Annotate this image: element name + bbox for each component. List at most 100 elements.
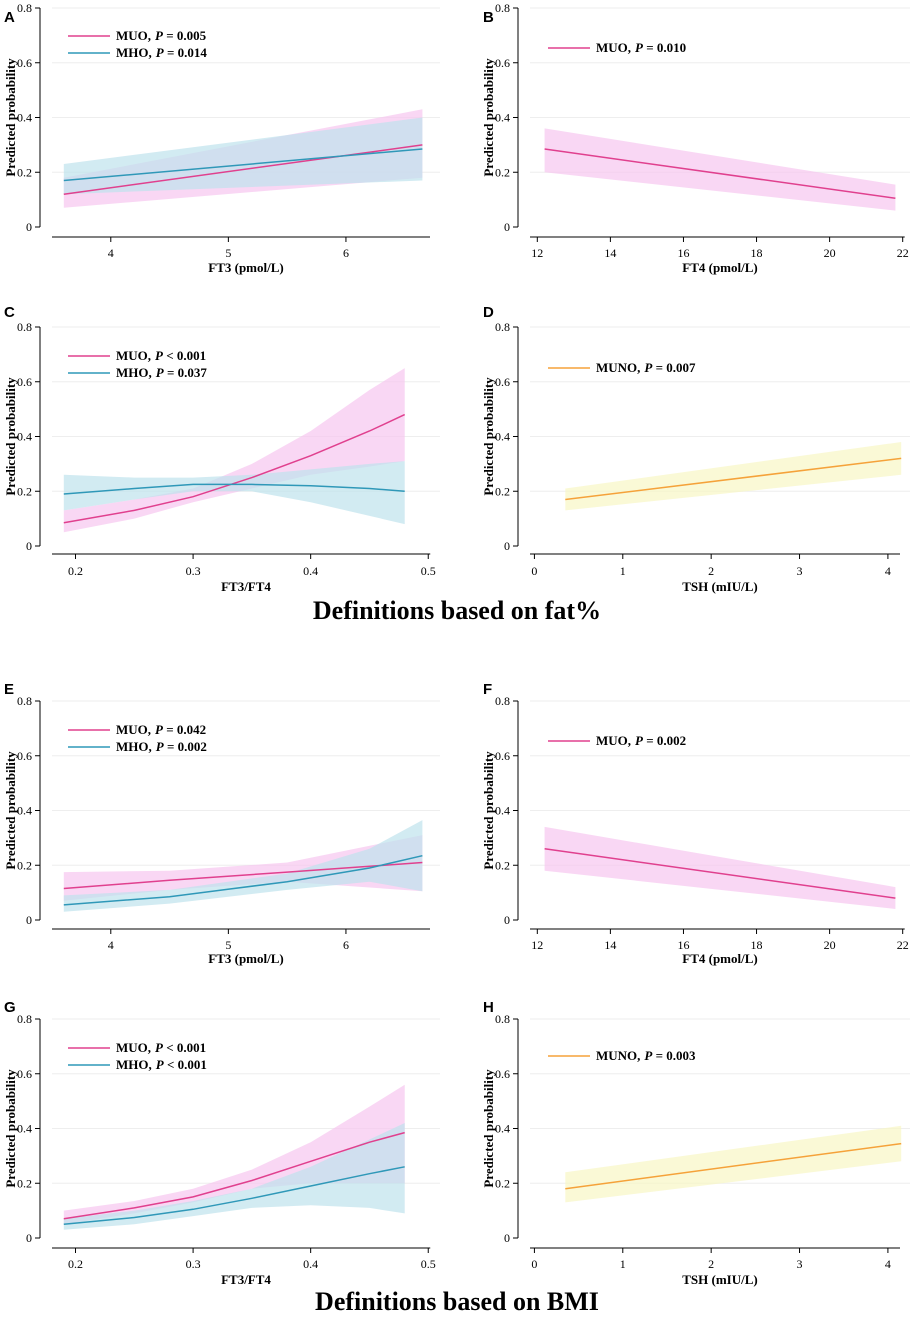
legend-p-symbol: P	[155, 348, 164, 363]
section-title-fat: Definitions based on fat%	[312, 596, 602, 625]
y-tick-label: 0	[26, 913, 32, 927]
y-tick-label: 0.2	[495, 1176, 510, 1190]
legend-p-value: = 0.010	[643, 40, 686, 55]
y-tick-label: 0.8	[17, 1012, 32, 1026]
legend-p-value: = 0.003	[652, 1048, 696, 1063]
y-tick-label: 0.2	[17, 858, 32, 872]
x-tick-label: 20	[824, 938, 836, 952]
legend-p-value: = 0.014	[164, 45, 208, 60]
legend-label: MHO, P < 0.001	[116, 1057, 207, 1072]
y-tick-label: 0.8	[495, 320, 510, 334]
legend-group: MHO,	[116, 365, 152, 380]
x-axis-label: TSH (mIU/L)	[682, 579, 757, 594]
x-tick-label: 4	[885, 1257, 891, 1271]
x-axis-label: FT3/FT4	[221, 579, 271, 594]
x-axis-label: FT3/FT4	[221, 1272, 271, 1287]
y-tick-label: 0.2	[17, 484, 32, 498]
x-axis-label: TSH (mIU/L)	[682, 1272, 757, 1287]
panel-e: E 0 0.2 0.4 0.6 0.8 Predicted probability 4 5 6 FT…	[3, 681, 440, 966]
x-axis-label: FT3 (pmol/L)	[208, 260, 283, 275]
panel-letter: D	[483, 304, 494, 321]
legend-group: MUO,	[596, 40, 631, 55]
legend-label: MHO, P = 0.037	[116, 365, 207, 380]
x-tick-label: 0	[531, 1257, 537, 1271]
legend-p-symbol: P	[635, 40, 644, 55]
y-tick-label: 0.8	[495, 1, 510, 15]
series-line-mho	[63, 854, 423, 906]
legend-group: MUO,	[116, 28, 151, 43]
legend-p-symbol: P	[644, 360, 653, 375]
panel-b: B 0 0.2 0.4 0.6 0.8 Predicted probability 12 14 1…	[481, 1, 910, 275]
y-tick-label: 0.6	[17, 56, 32, 70]
confidence-band-muno	[565, 442, 902, 511]
y-tick-label: 0.4	[17, 111, 32, 125]
x-tick-label: 6	[343, 246, 349, 260]
legend-group: MHO,	[116, 45, 152, 60]
series-line-muno	[565, 1142, 902, 1190]
y-tick-label: 0.2	[495, 484, 510, 498]
x-tick-label: 16	[677, 938, 689, 952]
legend-label: MUO, P = 0.002	[596, 733, 686, 748]
x-tick-label: 2	[708, 564, 714, 578]
panel-a: A 0 0.2 0.4 0.6 0.8 Predicted probability 4 5 6 FT…	[3, 1, 440, 275]
legend-p-value: = 0.007	[652, 360, 696, 375]
y-tick-label: 0.2	[17, 1176, 32, 1190]
y-tick-label: 0.8	[495, 694, 510, 708]
section-title-bmi: Definitions based on BMI	[315, 1287, 599, 1316]
y-tick-label: 0.6	[17, 1067, 32, 1081]
legend-p-value: = 0.002	[164, 739, 207, 754]
panel-letter: C	[4, 304, 15, 321]
x-tick-label: 3	[797, 564, 803, 578]
y-tick-label: 0.4	[495, 430, 510, 444]
legend-p-symbol: P	[156, 1057, 165, 1072]
y-axis-label: Predicted probability	[481, 58, 496, 177]
x-tick-label: 12	[531, 938, 543, 952]
legend-label: MUNO, P = 0.003	[596, 1048, 696, 1063]
x-tick-label: 5	[225, 938, 231, 952]
legend-group: MUO,	[596, 733, 631, 748]
y-tick-label: 0	[504, 220, 510, 234]
y-tick-label: 0.8	[17, 320, 32, 334]
x-tick-label: 0.3	[186, 1257, 201, 1271]
x-tick-label: 1	[620, 1257, 626, 1271]
y-tick-label: 0	[504, 1231, 510, 1245]
x-tick-label: 3	[797, 1257, 803, 1271]
confidence-band-muo	[63, 368, 405, 533]
y-tick-label: 0.4	[17, 804, 32, 818]
legend-group: MUO,	[116, 722, 151, 737]
legend-p-value: = 0.037	[164, 365, 208, 380]
series-line-muo	[63, 861, 423, 890]
series-line-muo	[544, 848, 896, 899]
series-line-muo	[63, 144, 423, 195]
legend-group: MHO,	[116, 1057, 152, 1072]
x-tick-label: 2	[708, 1257, 714, 1271]
y-tick-label: 0.2	[495, 858, 510, 872]
confidence-band-mho	[63, 117, 423, 195]
panel-h: H 0 0.2 0.4 0.6 0.8 Predicted probability 0 1 2 3 4…	[481, 999, 910, 1287]
confidence-band-mho	[63, 1123, 405, 1230]
y-axis-label: Predicted probability	[3, 1069, 18, 1188]
x-tick-label: 0	[531, 564, 537, 578]
x-tick-label: 0.4	[303, 564, 318, 578]
x-tick-label: 16	[677, 246, 689, 260]
legend-group: MHO,	[116, 739, 152, 754]
x-axis-label: FT3 (pmol/L)	[208, 951, 283, 966]
y-axis-label: Predicted probability	[3, 751, 18, 870]
legend-group: MUNO,	[596, 360, 640, 375]
legend-p-value: < 0.001	[163, 348, 206, 363]
legend-p-symbol: P	[644, 1048, 653, 1063]
x-axis-label: FT4 (pmol/L)	[682, 260, 757, 275]
legend-p-symbol: P	[156, 365, 165, 380]
y-tick-label: 0.4	[495, 1122, 510, 1136]
legend-group: MUO,	[116, 348, 151, 363]
panel-letter: G	[4, 999, 16, 1016]
panel-d: D 0 0.2 0.4 0.6 0.8 Predicted probability 0 1 2 3 4…	[481, 304, 910, 594]
confidence-band-muno	[565, 1125, 902, 1203]
x-tick-label: 14	[604, 938, 616, 952]
y-tick-label: 0.4	[17, 430, 32, 444]
legend-label: MHO, P = 0.002	[116, 739, 207, 754]
panel-letter: B	[483, 9, 494, 26]
y-tick-label: 0	[504, 539, 510, 553]
x-tick-label: 12	[531, 246, 543, 260]
